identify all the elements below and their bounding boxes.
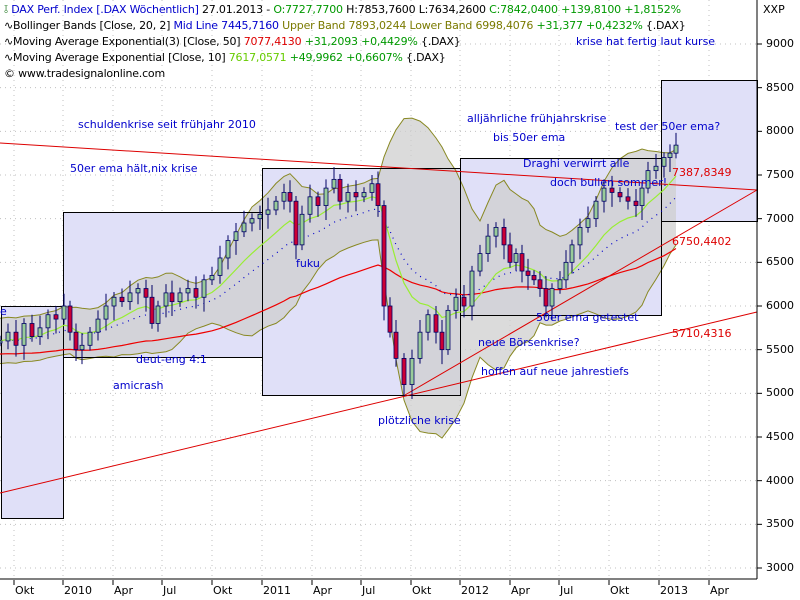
trend-lines (0, 142, 758, 494)
x-tick-label: 2012 (461, 584, 489, 597)
y-tick-label: 3000 (766, 561, 794, 574)
y-tick-label: 8000 (766, 124, 794, 138)
x-tick-label: Okt (610, 584, 630, 597)
x-tick-label: Apr (114, 584, 134, 597)
annotation-bis-50er[interactable]: bis 50er ema (493, 131, 566, 144)
bar-date: 27.01.2013 - (202, 3, 271, 16)
level-label: 7387,8349 (672, 166, 732, 179)
level-label: 5710,4316 (672, 327, 732, 340)
range-box-outlines (1, 80, 758, 519)
x-tick-label: 2010 (64, 584, 92, 597)
annotation-amicrash[interactable]: amicrash (113, 379, 164, 392)
x-tick-label: Apr (511, 584, 531, 597)
x-tick-label: Jul (163, 584, 177, 597)
y-tick-label: 8500 (766, 80, 794, 94)
resistance-trendline[interactable] (0, 142, 758, 191)
annotation-left-cut[interactable]: e (0, 305, 7, 318)
instrument-name: DAX Perf. Index [.DAX Wöchentlich] (11, 3, 199, 16)
indicator-wave-icon: ∿ (4, 51, 14, 64)
ema50-line (0, 247, 677, 355)
indicator-wave-icon: ∿ (4, 19, 14, 32)
ema10-label: Moving Average Exponential [Close, 10] (13, 51, 226, 64)
x-tick-label: Okt (15, 584, 35, 597)
ema10-change: +49,9962 +0,6607% (289, 51, 403, 64)
low-value: L:7634,2600 (418, 3, 486, 16)
bollinger-change: +31,377 +0,4232% (536, 19, 643, 32)
annotation-test-50er[interactable]: test der 50er ema? (615, 120, 721, 133)
bollinger-band-values: Upper Band 7893,0244 Lower Band 6998,407… (282, 19, 534, 32)
y-axis-ticks (757, 43, 762, 569)
ema50-value: 7077,4130 (243, 35, 302, 48)
ema50-suffix: {.DAX} (420, 35, 461, 48)
bollinger-mid-value: Mid Line 7445,7160 (173, 19, 280, 32)
y-tick-label: 6500 (766, 255, 794, 269)
annotation-bullen[interactable]: doch bullen sommer! (550, 176, 668, 189)
bollinger-label: Bollinger Bands [Close, 20, 2] (13, 19, 171, 32)
x-tick-label: Apr (313, 584, 333, 597)
ema50-change: +31,2093 +0,4429% (304, 35, 418, 48)
x-tick-label: Apr (710, 584, 730, 597)
chart-legend: ⫱ DAX Perf. Index [.DAX Wöchentlich] 27.… (4, 2, 686, 82)
y-tick-label: 5000 (766, 386, 794, 400)
bollinger-suffix: {.DAX} (645, 19, 686, 32)
bollinger-lower-band (0, 239, 677, 439)
annotation-fuku[interactable]: fuku (296, 257, 320, 270)
ema50-label: Moving Average Exponential(3) [Close, 50… (13, 35, 241, 48)
candlesticks (0, 132, 679, 400)
candle-icon: ⫱ (4, 3, 8, 16)
y-tick-label: 7000 (766, 211, 794, 225)
ema10-value: 7617,0571 (228, 51, 287, 64)
y-tick-label: 4000 (766, 473, 794, 487)
x-tick-label: 2011 (263, 584, 291, 597)
x-tick-label: Okt (213, 584, 233, 597)
annotation-boersenkrise[interactable]: neue Börsenkrise? (478, 336, 580, 349)
annotation-deut-eng[interactable]: deut-eng 4:1 (136, 353, 207, 366)
x-tick-label: Okt (412, 584, 432, 597)
y-tick-label: 6000 (766, 299, 794, 312)
close-value: C:7842,0400 +139,8100 +1,8152% (489, 3, 681, 16)
annotation-draghi[interactable]: Draghi verwirrt alle (523, 157, 630, 170)
annotation-krise-fertig[interactable]: krise hat fertig laut kurse (576, 35, 716, 48)
ema10-suffix: {.DAX} (405, 51, 446, 64)
y-tick-label: 7500 (766, 168, 794, 181)
annotation-ploetzliche[interactable]: plötzliche krise (378, 414, 461, 427)
y-tick-label: 9000 (766, 37, 794, 50)
legend-price-row[interactable]: ⫱ DAX Perf. Index [.DAX Wöchentlich] 27.… (4, 2, 686, 18)
y-tick-label: 4500 (766, 430, 794, 443)
high-value: H:7853,7600 (346, 3, 416, 16)
legend-ema50-row[interactable]: ∿Moving Average Exponential(3) [Close, 5… (4, 34, 686, 50)
x-tick-label: Jul (560, 584, 574, 597)
level-label: 6750,4402 (672, 235, 732, 248)
copyright: © www.tradesignalonline.com (4, 67, 165, 80)
y-axis-title: XXP (763, 3, 785, 16)
x-tick-label: 2013 (660, 584, 688, 597)
open-value: O:7727,7700 (273, 3, 343, 16)
y-tick-label: 5500 (766, 342, 794, 356)
indicator-wave-icon: ∿ (4, 35, 14, 48)
y-tick-label: 3500 (766, 517, 794, 531)
bollinger-band-fill (0, 118, 676, 439)
legend-ema10-row[interactable]: ∿Moving Average Exponential [Close, 10] … (4, 50, 686, 66)
support-trendline-long[interactable] (0, 311, 758, 494)
annotation-ema-getestet[interactable]: 50er ema getestet (536, 311, 639, 324)
x-axis-ticks (13, 580, 710, 585)
legend-bollinger-row[interactable]: ∿Bollinger Bands [Close, 20, 2] Mid Line… (4, 18, 686, 34)
annotation-fruehjahrskrise[interactable]: alljährliche frühjahrskrise (467, 112, 607, 125)
annotation-ema-haelt[interactable]: 50er ema hält,nix krise (70, 162, 198, 175)
annotation-jahrestiefs[interactable]: hoffen auf neue jahrestiefs (481, 365, 629, 378)
support-trendline-steep[interactable] (404, 189, 758, 396)
x-tick-label: Jul (362, 584, 376, 597)
annotation-schuldenkrise[interactable]: schuldenkrise seit frühjahr 2010 (78, 118, 256, 131)
